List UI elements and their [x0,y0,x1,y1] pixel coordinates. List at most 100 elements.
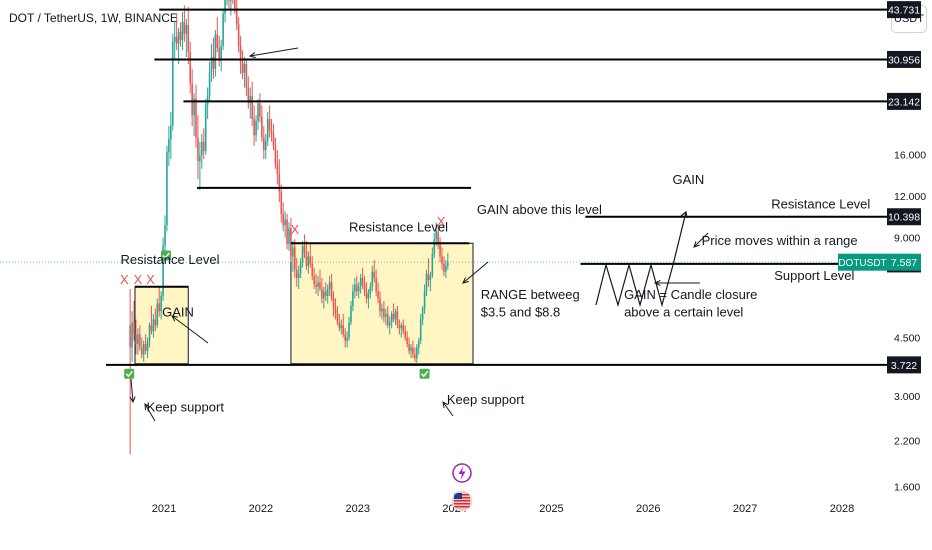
candle-body [170,125,172,140]
candle-body [201,141,203,156]
level-price-badge [887,1,921,19]
candle-body [323,291,325,299]
candle-body [249,96,252,103]
candle-body [441,256,443,264]
candle-body [371,271,374,287]
candle-body [388,322,391,326]
candle-body [398,325,401,329]
last-price-badge [887,253,921,271]
x-marker: X [134,272,143,287]
candle-body [135,334,137,345]
candle-body [233,0,236,8]
candle-body [268,118,271,132]
x-tick-label: 2021 [152,503,176,515]
candle-body [321,288,323,299]
chart-annotation: Keep support [447,392,525,407]
y-tick-label: 16.000 [894,150,926,162]
candle-body [392,313,395,320]
candle-body [222,13,224,46]
candle-body [404,331,407,338]
candle-body [140,347,143,355]
candle-body [303,245,306,253]
symbol-title: DOT / TetherUS, 1W, BINANCE [9,11,178,25]
candle-body [355,284,358,292]
chart-annotation: Support Level [774,268,854,283]
candle-body [334,308,337,314]
annotation-arrow [693,232,709,248]
candle-body [421,308,424,320]
chart-annotation: Resistance Level [771,197,870,212]
candle-body [373,271,376,278]
candle-body [263,137,265,151]
chart-annotation: Resistance Level [349,220,448,235]
candle-body [348,322,350,338]
candle-body [381,308,383,312]
chart-annotation: Resistance Level [120,252,219,267]
candle-body [166,151,168,226]
candle-body [282,213,284,226]
candle-body [367,293,370,299]
candle-body [295,269,298,278]
candle-body [414,354,416,359]
candle-body [276,163,279,174]
candle-body [369,286,372,294]
lightning-icon[interactable] [452,463,472,483]
candle-body [235,7,238,25]
candle-body [162,245,164,297]
candle-body [344,334,346,341]
arrow-head [129,396,136,404]
candle-body [350,305,352,323]
candle-body [129,325,131,348]
candle-body [429,275,432,281]
candle-body [406,337,408,345]
chart-annotation: $3.5 and $8.8 [481,305,561,320]
candle-body [292,247,294,257]
range-sketch [595,210,688,308]
x-tick-label: 2027 [733,503,757,515]
candle-body [154,319,157,326]
candle-body [266,118,269,141]
candle-body [416,347,418,359]
candle-body [171,41,174,126]
candle-body [297,273,300,278]
y-tick-label: 4.500 [894,333,920,345]
candle-body [419,319,422,341]
candle-body [164,225,166,246]
x-tick-label: 2025 [539,503,563,515]
candle-body [278,173,281,192]
annotation-arrow [171,315,209,344]
candle-body [309,256,312,264]
level-price-label: 10.398 [888,212,920,224]
candle-body [241,63,244,73]
candle-body [311,263,314,276]
candle-body [237,24,240,46]
check-icon [162,252,170,260]
candle-body [386,313,389,326]
candle-body [346,337,348,341]
candle-body [400,325,403,329]
chart-annotation: above a certain level [624,305,743,320]
candle-body [317,282,319,287]
candle-body [286,219,288,245]
candle-body [187,25,190,52]
candle-body [247,87,250,103]
arrow-head [693,241,700,248]
candle-body [142,344,145,355]
candle-body [224,0,226,14]
candle-body [175,36,178,44]
candle-body [417,340,420,348]
candle-body [305,252,308,266]
candle-body [193,98,195,116]
candle-body [379,298,381,312]
candle-body [261,116,263,138]
us-flag-icon[interactable] [451,490,473,512]
candle-body [338,322,341,329]
candle-body [160,296,162,312]
annotation-arrow [130,378,134,403]
candle-body [280,191,283,214]
candle-body [210,56,213,72]
y-tick-label: 2.200 [894,436,920,448]
check-icon [421,370,429,378]
y-tick-label: 9.000 [894,233,920,245]
